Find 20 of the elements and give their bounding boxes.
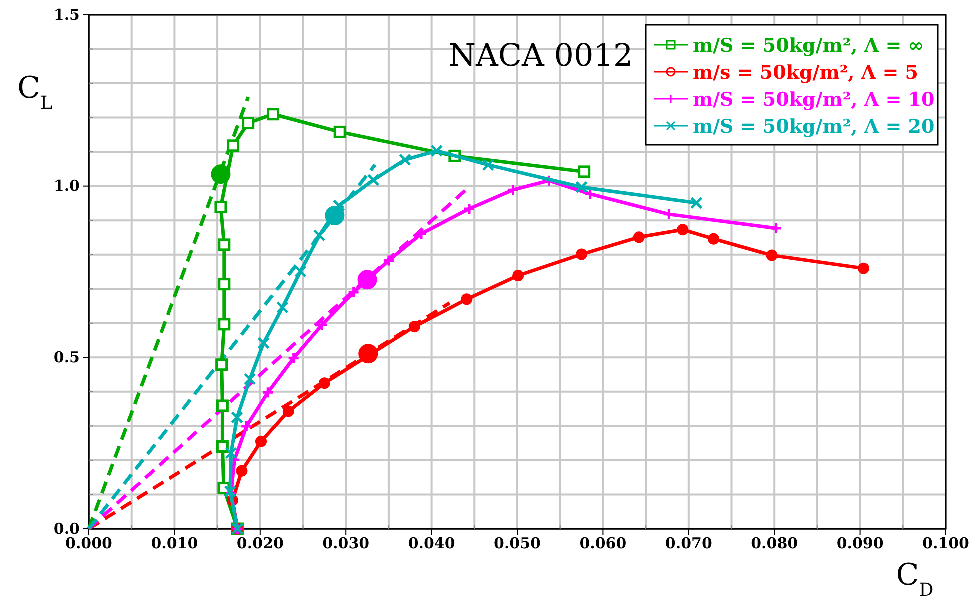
text: NACA 0012 bbox=[448, 38, 634, 74]
x-tick-label: 0.070 bbox=[665, 534, 712, 553]
x-tick-label: 0.030 bbox=[322, 534, 370, 553]
x-tick-label: 0.060 bbox=[580, 534, 627, 553]
x-tick-label: 0.040 bbox=[408, 534, 456, 553]
legend-label: m/s = 50kg/m², Λ = 5 bbox=[693, 62, 918, 84]
x-axis-title: C$_{D}$ bbox=[896, 558, 934, 600]
x-tick-label: 0.100 bbox=[922, 534, 969, 553]
y-axis-title: C$_{L}$ bbox=[18, 71, 53, 114]
x-tick-label: 0.080 bbox=[751, 534, 798, 553]
x-tick-label: 0.020 bbox=[236, 534, 284, 553]
y-tick-label: 0.5 bbox=[54, 348, 80, 366]
y-tick-label: 1.5 bbox=[54, 6, 80, 24]
x-tick-label: 0.010 bbox=[151, 534, 198, 553]
x-tick-label: 0.090 bbox=[836, 534, 884, 553]
x-tick-label: 0.050 bbox=[494, 534, 541, 553]
y-tick-label: 1.0 bbox=[54, 177, 80, 196]
legend-label: m/S = 50kg/m², Λ = 20 bbox=[693, 116, 935, 138]
legend-label: m/S = 50kg/m², Λ = 10 bbox=[693, 89, 935, 111]
legend-label: m/S = 50kg/m², Λ = ∞ bbox=[693, 35, 924, 57]
